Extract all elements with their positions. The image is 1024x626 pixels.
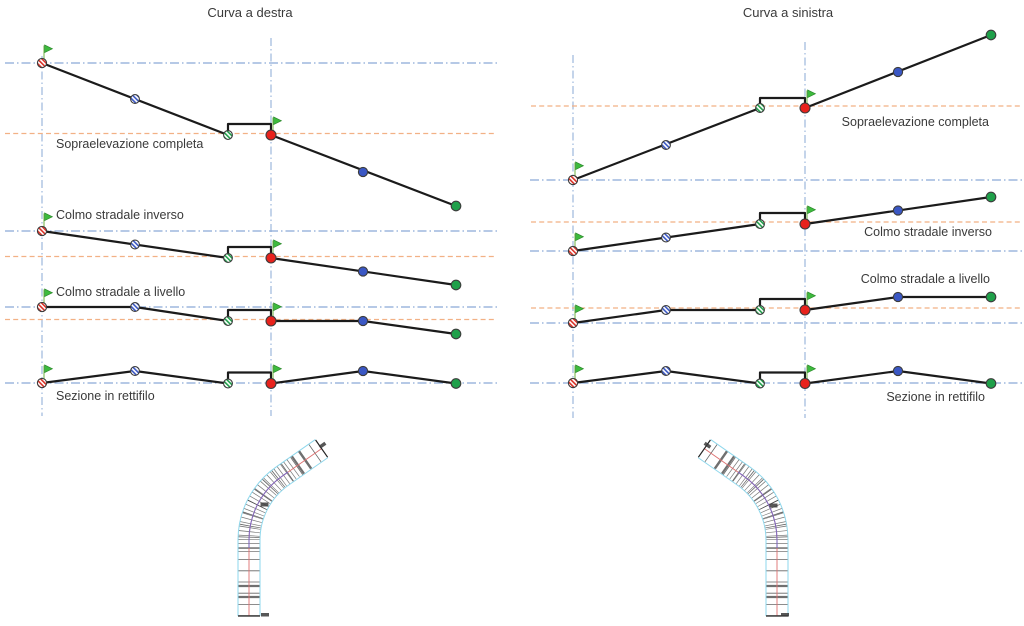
row-colmo-stradale-a-livello: Colmo stradale a livello [5, 285, 497, 340]
marker-solid-blue [357, 166, 369, 178]
marker-solid-green [985, 291, 997, 303]
marker-hatched-green [755, 103, 765, 113]
marker-solid-red [799, 304, 811, 316]
station-label [781, 613, 789, 617]
panel-title: Curva a sinistra [743, 5, 834, 20]
panel-curva-a-sinistra: Curva a sinistra Sopraelevazione complet… [530, 5, 1022, 418]
row-label: Sopraelevazione completa [842, 115, 989, 129]
superelevation-profile [571, 369, 993, 385]
marker-hatched-blue [130, 94, 140, 104]
station-label [318, 441, 327, 449]
row-label: Colmo stradale a livello [56, 285, 185, 299]
marker-solid-red [265, 377, 277, 390]
marker-hatched-red [36, 377, 48, 389]
road-plan-right-curve [237, 439, 329, 617]
marker-solid-blue [892, 291, 904, 303]
marker-solid-green [985, 378, 997, 389]
marker-hatched-green [223, 130, 233, 140]
marker-hatched-green [223, 316, 233, 326]
station-label [260, 502, 269, 507]
marker-solid-blue [357, 266, 369, 277]
row-colmo-stradale-inverso: Colmo stradale inverso [5, 208, 497, 291]
marker-hatched-green [755, 219, 765, 229]
superelevation-profile [40, 305, 458, 336]
superelevation-profile [571, 295, 993, 325]
marker-solid-red [799, 218, 811, 230]
marker-solid-green [450, 378, 462, 389]
marker-hatched-blue [130, 366, 140, 376]
marker-solid-green [985, 191, 997, 203]
marker-hatched-red [567, 377, 579, 389]
marker-solid-green [450, 328, 462, 340]
marker-hatched-green [755, 305, 765, 315]
row-label: Colmo stradale inverso [864, 225, 992, 239]
marker-hatched-blue [661, 366, 671, 376]
row-sopraelevazione-completa: Sopraelevazione completa [530, 29, 1022, 186]
superelevation-profile [40, 229, 458, 287]
row-label: Sezione in rettifilo [886, 390, 985, 404]
marker-hatched-red [567, 317, 579, 329]
row-label: Sopraelevazione completa [56, 137, 203, 151]
marker-solid-green [450, 200, 462, 212]
road-plan-left-curve [697, 439, 789, 617]
superelevation-profile [40, 61, 458, 208]
row-label: Colmo stradale inverso [56, 208, 184, 222]
marker-hatched-green [755, 378, 765, 389]
marker-hatched-blue [661, 232, 671, 243]
marker-solid-red [265, 252, 277, 264]
row-colmo-stradale-inverso: Colmo stradale inverso [530, 191, 1022, 257]
marker-hatched-blue [130, 302, 140, 312]
marker-hatched-blue [661, 305, 671, 315]
station-label [769, 503, 778, 508]
superelevation-profile [571, 195, 993, 253]
road-end-cap [697, 439, 711, 458]
marker-solid-blue [892, 66, 904, 78]
marker-solid-green [450, 279, 462, 291]
marker-hatched-red [36, 301, 48, 313]
superelevation-profile [571, 33, 993, 182]
row-sezione-in-rettifilo: Sezione in rettifilo [5, 364, 497, 403]
marker-solid-red [265, 315, 277, 327]
road-end-cap [315, 439, 329, 458]
marker-solid-blue [892, 205, 904, 216]
marker-hatched-red [36, 225, 48, 237]
marker-solid-blue [357, 365, 369, 377]
row-label: Sezione in rettifilo [56, 389, 155, 403]
row-colmo-stradale-a-livello: Colmo stradale a livello [530, 272, 1022, 329]
marker-hatched-blue [661, 140, 671, 150]
marker-solid-blue [357, 315, 369, 327]
road-curve-axis [248, 471, 289, 548]
panel-curva-a-destra: Curva a destra Sopraelevazione completa [5, 5, 497, 416]
station-label [261, 613, 269, 617]
marker-solid-green [985, 29, 997, 41]
superelevation-profile [40, 369, 458, 385]
marker-solid-red [799, 102, 811, 114]
marker-hatched-red [567, 245, 579, 257]
marker-solid-blue [892, 365, 904, 377]
marker-hatched-green [223, 253, 233, 263]
row-sopraelevazione-completa: Sopraelevazione completa [5, 44, 497, 212]
road-curve-axis [737, 471, 778, 548]
panel-title: Curva a destra [207, 5, 293, 20]
marker-hatched-blue [130, 239, 140, 250]
marker-hatched-green [223, 378, 233, 389]
row-sezione-in-rettifilo: Sezione in rettifilo [530, 364, 1022, 404]
station-label [703, 441, 712, 449]
marker-solid-red [799, 377, 811, 390]
row-label: Colmo stradale a livello [861, 272, 990, 286]
marker-solid-red [265, 129, 277, 141]
marker-hatched-red [36, 57, 48, 69]
marker-hatched-red [567, 174, 579, 186]
